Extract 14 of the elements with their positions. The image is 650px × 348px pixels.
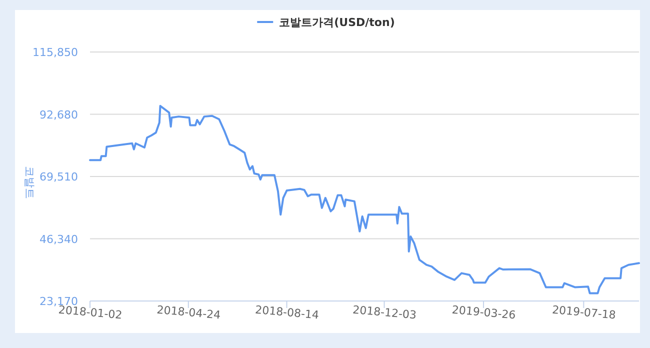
y-tick-label: 46,340 — [40, 232, 78, 246]
y-axis-title: 코발트 — [23, 166, 36, 199]
y-tick-label: 115,850 — [32, 46, 78, 59]
x-tick-label: 2019-03-26 — [451, 303, 516, 322]
y-tick-label: 92,680 — [40, 108, 78, 122]
x-tick-label: 2018-08-14 — [254, 303, 320, 322]
line-series — [89, 104, 640, 294]
y-tick-label: 69,510 — [40, 170, 78, 184]
legend: 코발트가격(USD/ton) — [257, 16, 395, 29]
x-tick-label: 2018-12-03 — [352, 303, 417, 322]
y-tick-label: 23,170 — [40, 295, 78, 308]
x-tick-label: 2018-04-24 — [156, 303, 222, 322]
legend-label: 코발트가격(USD/ton) — [279, 16, 395, 29]
x-tick-label: 2019-07-18 — [552, 303, 616, 322]
